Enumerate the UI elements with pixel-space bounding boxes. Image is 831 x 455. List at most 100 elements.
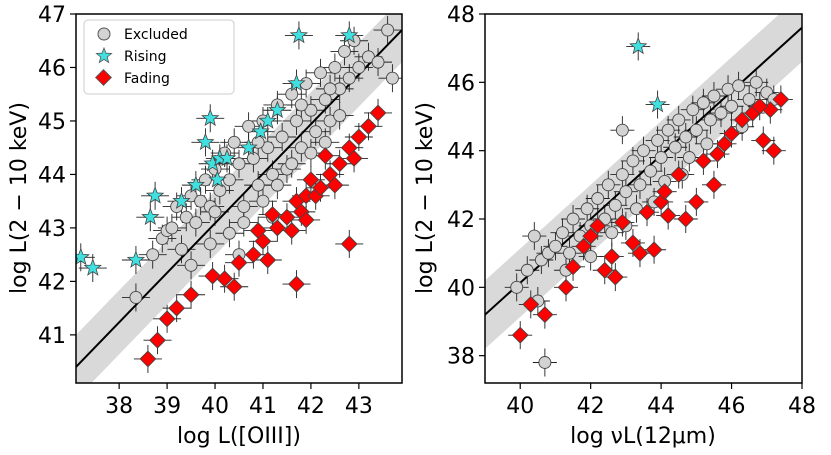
left-rising-point: [186, 175, 205, 193]
left-x-tick-label: 38: [105, 394, 133, 419]
right-excluded-point: [580, 202, 594, 216]
left-fading-point: [139, 350, 157, 368]
left-y-axis-label: log L(2 − 10 keV): [7, 102, 32, 294]
right-fading-point: [596, 261, 614, 279]
right-excluded-point: [672, 113, 686, 127]
right-excluded-point: [696, 96, 710, 110]
left-excluded-point: [165, 221, 179, 235]
left-excluded-point: [342, 71, 356, 85]
left-excluded-point: [318, 135, 332, 149]
right-fading-point: [694, 152, 712, 170]
left-excluded-point: [129, 290, 143, 304]
left-excluded-point: [318, 93, 332, 107]
right-fading-point: [582, 227, 600, 245]
left-rising-point: [141, 207, 160, 226]
right-excluded-point: [619, 185, 633, 199]
left-fading-point: [283, 222, 301, 240]
left-fading-point: [230, 254, 248, 272]
left-axis-ticks: 38 39 40 41 42 43 41 42 43 44 45 46 47: [38, 3, 373, 419]
left-excluded-point: [352, 61, 366, 74]
left-fading-point: [225, 278, 243, 296]
left-fading-point: [268, 219, 286, 237]
right-fading-point: [557, 278, 575, 296]
left-excluded-point: [275, 130, 289, 144]
left-excluded-point: [304, 146, 318, 160]
left-excluded-point: [237, 200, 251, 213]
right-y-tick-label: 42: [447, 208, 475, 233]
right-fading-point: [772, 91, 790, 108]
left-x-tick-label: 39: [153, 394, 181, 419]
right-excluded-point: [714, 106, 728, 120]
right-excluded-point: [563, 246, 576, 260]
right-fading-point: [645, 241, 663, 259]
right-fading-point: [751, 97, 769, 115]
left-excluded-point: [381, 23, 395, 37]
right-scatter-panel: 40 42 44 46 48 38 40 42 44 46 48 log νL(12μm) log …: [413, 3, 816, 449]
left-fading-point: [297, 211, 315, 229]
left-x-tick-label: 41: [249, 394, 277, 419]
right-y-tick-label: 46: [447, 71, 475, 96]
left-y-tick-label: 41: [38, 324, 66, 349]
right-x-axis-label: log νL(12μm): [570, 424, 716, 449]
left-rising-point: [251, 122, 270, 140]
left-rising-point: [239, 138, 258, 156]
left-excluded-point: [328, 61, 342, 74]
left-excluded-point: [184, 258, 198, 272]
left-excluded-point: [385, 71, 399, 85]
left-excluded-point: [338, 44, 351, 58]
left-x-axis-label: log L([OIII]): [177, 424, 301, 449]
right-excluded-point: [584, 250, 598, 264]
right-excluded-point: [626, 154, 640, 168]
left-x-tick-label: 42: [297, 394, 325, 419]
left-rising-point: [196, 132, 215, 151]
left-fading-point: [278, 208, 296, 226]
right-excluded-point: [689, 123, 703, 137]
right-excluded-point: [682, 151, 696, 164]
left-excluded-point: [175, 242, 188, 256]
left-fading-point: [149, 331, 166, 349]
legend-rising-label: Rising: [124, 49, 167, 65]
right-excluded-point: [637, 144, 650, 158]
left-rising-point: [268, 100, 287, 119]
left-excluded-point: [242, 119, 256, 133]
left-fading-point: [204, 267, 222, 285]
left-fading-point: [369, 104, 387, 122]
left-fading-point: [216, 270, 234, 288]
left-excluded-point: [203, 237, 217, 251]
right-excluded-point: [538, 356, 552, 369]
left-y-tick-label: 43: [38, 217, 66, 242]
left-fit-line-stroke: [76, 29, 402, 368]
left-excluded-point: [285, 157, 299, 171]
left-excluded-point: [222, 226, 236, 240]
left-excluded-point: [290, 114, 303, 128]
right-excluded-point: [615, 168, 629, 182]
right-fading-point: [522, 296, 540, 313]
right-fading-point: [656, 183, 674, 201]
left-fading-point: [158, 310, 176, 328]
left-fit-line: [76, 29, 402, 368]
left-rising-point: [145, 186, 165, 204]
left-fading-point: [312, 179, 329, 197]
right-fading-point: [659, 207, 677, 224]
left-rising-point: [258, 111, 277, 129]
right-fading-point: [589, 217, 607, 235]
right-fading-point: [670, 166, 688, 183]
left-excluded-point: [314, 66, 327, 80]
left-scatter-panel: 38 39 40 41 42 43 41 42 43 44 45 46 47 log L([OIII])…: [7, 3, 403, 449]
right-excluded-point: [654, 151, 668, 164]
left-excluded-point: [208, 205, 222, 219]
left-rising-point: [83, 258, 102, 276]
right-x-tick-label: 42: [577, 394, 605, 419]
left-rising-point: [340, 25, 359, 44]
left-y-tick-label: 46: [38, 56, 66, 81]
right-fit-line: [485, 26, 802, 316]
right-band-shape: [485, 14, 802, 349]
left-fading-point: [340, 235, 358, 253]
left-fading-point: [345, 149, 363, 167]
right-fading-point: [613, 214, 631, 231]
right-fading-point: [536, 306, 554, 324]
right-excluded-point: [608, 198, 622, 212]
right-excluded-point: [527, 229, 541, 243]
right-x-tick-label: 44: [647, 394, 675, 419]
right-fading-point: [606, 268, 624, 286]
